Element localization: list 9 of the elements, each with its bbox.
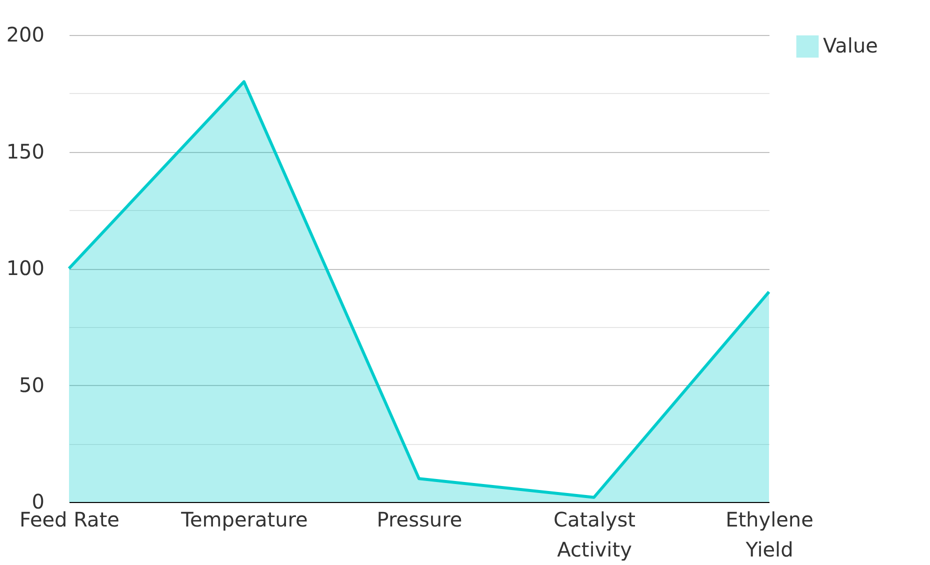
y-tick-label: 200: [6, 22, 44, 46]
y-tick-label: 50: [19, 372, 44, 397]
legend-label: Value: [823, 34, 878, 58]
x-tick-label: Temperature: [180, 508, 308, 532]
x-tick-label: Pressure: [376, 508, 462, 532]
y-tick-label: 150: [6, 139, 44, 164]
x-tick-label: Ethylene Yield: [726, 508, 814, 562]
x-tick-label: Catalyst Activity: [554, 508, 636, 562]
y-tick-label: 100: [6, 256, 44, 280]
